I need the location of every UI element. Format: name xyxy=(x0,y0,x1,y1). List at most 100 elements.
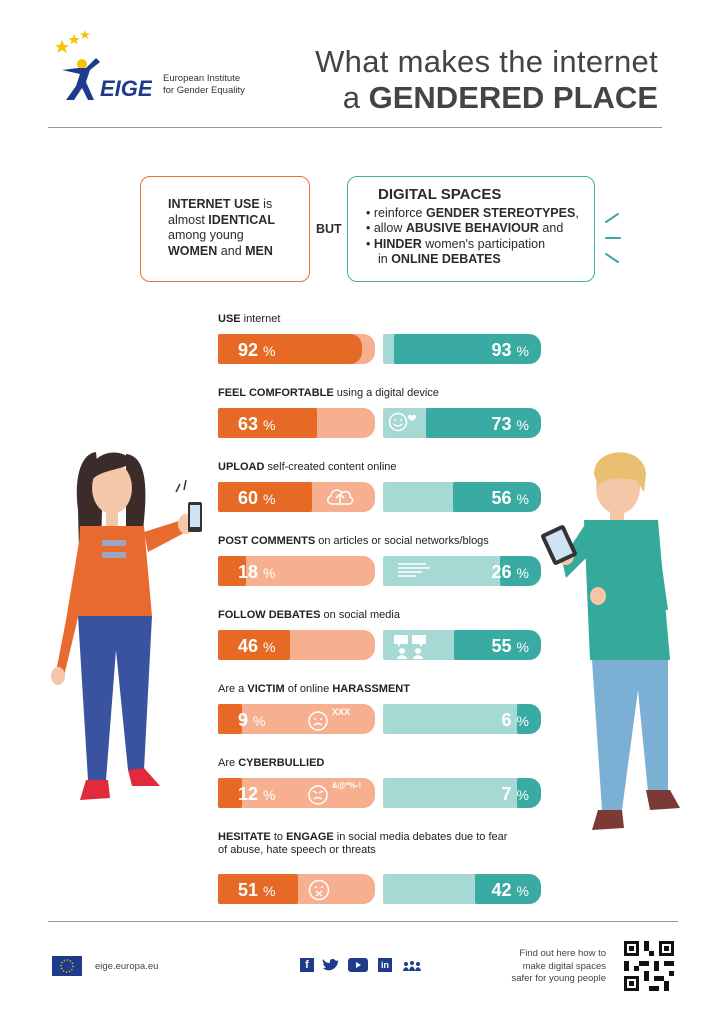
linkedin-icon[interactable]: in xyxy=(378,958,392,972)
men-value: 93 xyxy=(491,340,512,360)
footer-cta[interactable]: Find out here how to make digital spaces… xyxy=(511,948,606,986)
category-label: USE internet xyxy=(218,313,280,326)
category-label-part: FOLLOW DEBATES xyxy=(218,609,321,621)
sad-face-icon xyxy=(308,711,328,731)
category-label-line2: of abuse, hate speech or threats xyxy=(218,844,376,856)
men-bar xyxy=(394,334,541,364)
women-bar xyxy=(218,874,299,904)
social-links: f in xyxy=(300,958,430,974)
facebook-icon[interactable]: f xyxy=(300,958,314,972)
women-value: 12 xyxy=(238,784,259,804)
twitter-icon[interactable] xyxy=(322,958,340,972)
community-icon[interactable] xyxy=(402,960,422,972)
women-unit: % xyxy=(263,565,276,581)
intro-left-t1: is xyxy=(259,197,273,211)
intro-r2-b: ABUSIVE BEHAVIOUR xyxy=(405,221,539,235)
row-icon xyxy=(325,485,355,512)
women-unit: % xyxy=(263,883,276,899)
category-label: Are a VICTIM of online HARASSMENT xyxy=(218,683,410,696)
eige-logo[interactable]: EIGE xyxy=(52,28,154,108)
category-label-part: HESITATE xyxy=(218,831,271,843)
category-label: FEEL COMFORTABLE using a digital device xyxy=(218,387,439,400)
women-value: 18 xyxy=(238,562,259,582)
women-bar xyxy=(218,556,247,586)
category-label-part: USE xyxy=(218,313,241,325)
women-value: 92 xyxy=(238,340,259,360)
intro-r3-b: HINDER xyxy=(373,236,422,251)
men-unit: % xyxy=(516,565,529,581)
org-line-1: European Institute xyxy=(163,73,241,84)
men-value: 6 xyxy=(501,710,512,730)
row-icon: &@*%-! xyxy=(306,781,366,812)
men-value: 55 xyxy=(491,636,512,656)
men-bar-track xyxy=(383,778,541,808)
men-unit: % xyxy=(516,787,529,803)
women-bar xyxy=(218,704,242,734)
women-unit: % xyxy=(263,491,276,507)
title-prefix: a xyxy=(342,80,360,115)
emphasis-marks-icon xyxy=(605,213,621,263)
category-label-part: internet xyxy=(240,313,281,325)
footer-cta-line-1: Find out here how to xyxy=(519,948,606,959)
eu-flag-icon xyxy=(52,956,82,976)
men-value: 7 xyxy=(501,784,512,804)
men-value-label: 55 % xyxy=(492,636,530,657)
women-value: 9 xyxy=(238,710,249,730)
category-label-part: in social media debates due to fear xyxy=(333,831,508,843)
men-bar xyxy=(452,482,541,512)
but-label: BUT xyxy=(316,222,342,236)
men-value-label: 6 % xyxy=(502,710,529,731)
qr-code-icon[interactable] xyxy=(624,941,674,991)
intro-left-t2: almost xyxy=(168,212,209,227)
category-label-part: to xyxy=(270,831,287,843)
intro-left-t3: among young xyxy=(168,228,244,242)
angry-face-icon xyxy=(308,785,328,805)
men-bar xyxy=(454,630,541,660)
men-bar xyxy=(517,778,541,808)
category-label-part: UPLOAD xyxy=(218,461,265,473)
women-value: 63 xyxy=(238,414,259,434)
women-value: 51 xyxy=(238,880,259,900)
intro-r4-t: in xyxy=(378,252,392,266)
men-unit: % xyxy=(516,713,529,729)
women-unit: % xyxy=(263,787,276,803)
young-man-illustration xyxy=(541,452,680,830)
women-bar-track xyxy=(218,704,375,734)
men-bar xyxy=(425,408,541,438)
youtube-icon[interactable] xyxy=(348,958,368,972)
men-value: 56 xyxy=(491,488,512,508)
category-label-part: on articles or social networks/blogs xyxy=(315,535,489,547)
men-value-label: 42 % xyxy=(492,880,530,901)
women-value-label: 51 % xyxy=(238,880,276,901)
category-label: FOLLOW DEBATES on social media xyxy=(218,609,400,622)
men-bar xyxy=(499,556,541,586)
intro-right-box: DIGITAL SPACES • reinforce GENDER STEREO… xyxy=(347,176,595,282)
intro-left-b2: IDENTICAL xyxy=(208,212,275,227)
category-label: HESITATE to ENGAGE in social media debat… xyxy=(218,831,507,857)
women-unit: % xyxy=(263,639,276,655)
men-value: 73 xyxy=(491,414,512,434)
men-unit: % xyxy=(516,417,529,433)
intro-r2-e: and xyxy=(538,221,564,235)
young-woman-illustration xyxy=(51,452,202,800)
comment-lines-icon xyxy=(398,563,430,577)
men-value-label: 56 % xyxy=(492,488,530,509)
silenced-face-icon xyxy=(308,879,330,901)
women-value-label: 9 % xyxy=(238,710,265,731)
website-link[interactable]: eige.europa.eu xyxy=(95,961,159,972)
women-value: 46 xyxy=(238,636,259,656)
cyberbullied-icon-text: &@*%-! xyxy=(332,781,362,790)
intro-right-title: DIGITAL SPACES xyxy=(378,186,502,203)
men-unit: % xyxy=(516,639,529,655)
category-label-part: FEEL COMFORTABLE xyxy=(218,387,334,399)
women-value-label: 63 % xyxy=(238,414,276,435)
footer-cta-line-3: safer for young people xyxy=(511,973,606,984)
intro-r2-t: allow xyxy=(373,221,406,235)
women-bar xyxy=(218,334,363,364)
women-bar xyxy=(218,408,317,438)
men-unit: % xyxy=(516,343,529,359)
women-bar xyxy=(218,482,313,512)
category-label-part: self-created content online xyxy=(264,461,397,473)
men-bar-track xyxy=(383,704,541,734)
page-title-line-2: a GENDERED PLACE xyxy=(343,80,658,116)
